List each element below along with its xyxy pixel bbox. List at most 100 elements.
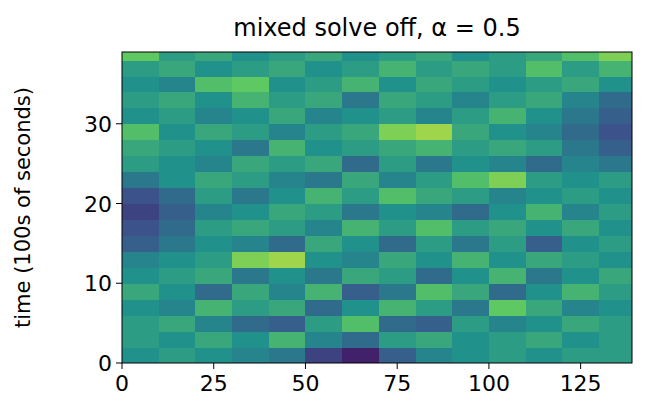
cell: [452, 172, 489, 189]
cell: [562, 251, 599, 268]
cell: [195, 124, 232, 141]
cell: [452, 315, 489, 332]
cell: [562, 315, 599, 332]
cell: [599, 124, 632, 141]
cell: [159, 124, 196, 141]
x-tick: [580, 363, 581, 369]
cell: [562, 235, 599, 252]
cell: [526, 92, 563, 109]
cell: [489, 267, 526, 284]
cell: [416, 172, 453, 189]
cell: [122, 172, 159, 189]
cell: [452, 108, 489, 125]
cell: [526, 172, 563, 189]
cell: [526, 283, 563, 300]
cell: [379, 60, 416, 77]
cell: [232, 204, 269, 221]
cell: [342, 204, 379, 221]
cell: [599, 267, 632, 284]
cell: [269, 315, 306, 332]
cell: [526, 52, 563, 61]
cell: [232, 283, 269, 300]
x-tick: [397, 363, 398, 369]
cell: [342, 283, 379, 300]
cell: [416, 315, 453, 332]
cell: [562, 92, 599, 109]
cell: [342, 299, 379, 316]
cell: [269, 204, 306, 221]
cell: [122, 188, 159, 205]
x-tick-label: 100: [468, 371, 510, 396]
cell: [526, 235, 563, 252]
cell: [269, 251, 306, 268]
cell: [379, 204, 416, 221]
cell: [269, 52, 306, 61]
x-tick-label: 0: [115, 371, 129, 396]
cell: [122, 219, 159, 236]
cell: [379, 299, 416, 316]
cell: [526, 204, 563, 221]
cell: [342, 52, 379, 61]
cell: [416, 52, 453, 61]
cell: [195, 267, 232, 284]
cell: [122, 315, 159, 332]
cell: [232, 188, 269, 205]
cell: [305, 172, 342, 189]
y-axis-title: time (100s of seconds): [11, 87, 35, 328]
cell: [526, 108, 563, 125]
cell: [489, 204, 526, 221]
cell: [342, 92, 379, 109]
cell: [452, 188, 489, 205]
cell: [452, 52, 489, 61]
cell: [562, 108, 599, 125]
cell: [599, 251, 632, 268]
cell: [526, 315, 563, 332]
cell: [489, 60, 526, 77]
cell: [269, 188, 306, 205]
cell: [416, 219, 453, 236]
cell: [562, 156, 599, 173]
cell: [342, 188, 379, 205]
cell: [195, 299, 232, 316]
cell: [232, 267, 269, 284]
cell: [599, 299, 632, 316]
cell: [599, 92, 632, 109]
cell: [452, 156, 489, 173]
cell: [379, 140, 416, 157]
cell: [122, 92, 159, 109]
cell: [489, 76, 526, 93]
cell: [562, 283, 599, 300]
cell: [159, 267, 196, 284]
cell: [269, 108, 306, 125]
cell: [379, 124, 416, 141]
cell: [599, 235, 632, 252]
cell: [562, 76, 599, 93]
cell: [232, 60, 269, 77]
cell: [452, 124, 489, 141]
cell: [379, 283, 416, 300]
cell: [342, 251, 379, 268]
cell: [122, 299, 159, 316]
cell: [195, 219, 232, 236]
cell: [342, 60, 379, 77]
cell: [379, 331, 416, 348]
cell: [232, 219, 269, 236]
cell: [562, 52, 599, 61]
cell: [159, 235, 196, 252]
cell: [489, 299, 526, 316]
cell: [159, 52, 196, 61]
cell: [562, 204, 599, 221]
cell: [599, 347, 632, 363]
cell: [526, 156, 563, 173]
cell: [342, 347, 379, 363]
cell: [122, 156, 159, 173]
cell: [269, 267, 306, 284]
cell: [489, 219, 526, 236]
x-tick: [305, 363, 306, 369]
y-tick: [116, 203, 122, 204]
cell: [122, 60, 159, 77]
cell: [342, 76, 379, 93]
cell: [599, 331, 632, 348]
cell: [452, 235, 489, 252]
cell: [526, 76, 563, 93]
